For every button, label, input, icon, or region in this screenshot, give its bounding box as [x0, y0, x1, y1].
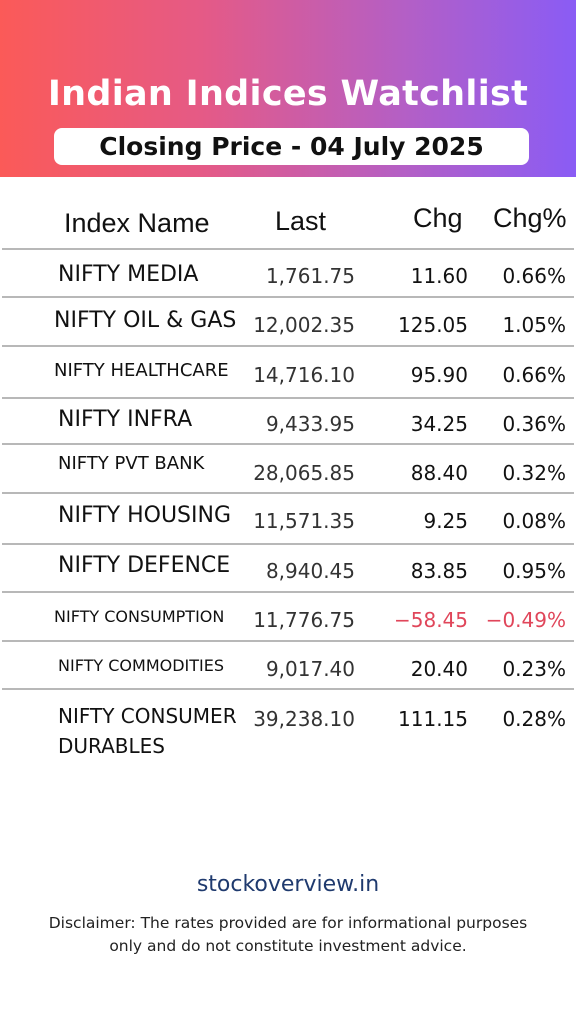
index-name: NIFTY COMMODITIES — [58, 656, 225, 675]
index-name: NIFTY DEFENCE — [58, 553, 231, 578]
change-percent: 0.23% — [502, 657, 566, 681]
page-title: Indian Indices Watchlist — [47, 74, 529, 114]
row-divider — [2, 543, 574, 545]
change-percent: 0.66% — [502, 363, 566, 387]
change-value: 20.40 — [410, 657, 468, 681]
subtitle-box: Closing Price - 04 July 2025 — [54, 128, 529, 165]
change-percent: 0.95% — [502, 559, 566, 583]
row-divider — [2, 688, 574, 690]
change-percent: −0.49% — [485, 608, 566, 632]
last-price: 39,238.10 — [253, 707, 355, 731]
change-value: 83.85 — [410, 559, 468, 583]
row-divider — [2, 397, 574, 399]
index-name: NIFTY PVT BANK — [58, 453, 205, 474]
change-percent: 0.66% — [502, 264, 566, 288]
row-divider — [2, 296, 574, 298]
change-value: 9.25 — [423, 509, 468, 533]
page-subtitle: Closing Price - 04 July 2025 — [99, 132, 484, 161]
index-name-line2: DURABLES — [58, 734, 166, 758]
column-header-chg: Chg — [413, 203, 463, 233]
change-value: 111.15 — [398, 707, 468, 731]
column-header-chg-pct: Chg% — [493, 203, 567, 233]
change-value: 34.25 — [410, 412, 468, 436]
change-value: 11.60 — [410, 264, 468, 288]
column-header-name: Index Name — [64, 208, 210, 238]
index-name: NIFTY MEDIA — [58, 262, 199, 287]
row-divider — [2, 443, 574, 445]
column-header-last: Last — [275, 206, 327, 236]
last-price: 1,761.75 — [265, 264, 355, 288]
last-price: 9,017.40 — [265, 657, 355, 681]
last-price: 11,776.75 — [253, 608, 355, 632]
index-name: NIFTY HEALTHCARE — [54, 360, 229, 381]
index-name: NIFTY CONSUMER — [58, 704, 237, 728]
row-divider — [2, 640, 574, 642]
change-value: 125.05 — [398, 313, 468, 337]
index-name: NIFTY HOUSING — [58, 503, 232, 528]
last-price: 14,716.10 — [253, 363, 355, 387]
disclaimer-text: Disclaimer: The rates provided are for i… — [48, 914, 528, 955]
change-percent: 0.36% — [502, 412, 566, 436]
last-price: 28,065.85 — [253, 461, 355, 485]
last-price: 9,433.95 — [265, 412, 355, 436]
last-price: 8,940.45 — [265, 559, 355, 583]
row-divider — [2, 345, 574, 347]
row-divider — [2, 591, 574, 593]
header-banner: Indian Indices Watchlist Closing Price -… — [0, 0, 576, 177]
index-name: NIFTY INFRA — [58, 407, 193, 432]
row-divider — [2, 248, 574, 250]
index-name: NIFTY OIL & GAS — [54, 308, 237, 333]
last-price: 11,571.35 — [253, 509, 355, 533]
change-percent: 0.08% — [502, 509, 566, 533]
change-value: −58.45 — [393, 608, 468, 632]
last-price: 12,002.35 — [253, 313, 355, 337]
change-value: 95.90 — [410, 363, 468, 387]
change-percent: 0.28% — [502, 707, 566, 731]
row-divider — [2, 492, 574, 494]
change-percent: 1.05% — [502, 313, 566, 337]
change-percent: 0.32% — [502, 461, 566, 485]
index-name: NIFTY CONSUMPTION — [54, 607, 225, 626]
site-link[interactable]: stockoverview.in — [196, 872, 380, 897]
change-value: 88.40 — [410, 461, 468, 485]
